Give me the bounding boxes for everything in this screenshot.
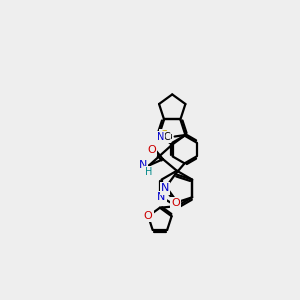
- Text: O: O: [147, 145, 156, 155]
- Text: H: H: [145, 167, 152, 176]
- Text: O: O: [171, 198, 180, 208]
- Text: C: C: [164, 131, 170, 142]
- Text: N: N: [139, 160, 147, 170]
- Text: N: N: [157, 192, 166, 202]
- Text: O: O: [144, 211, 153, 221]
- Text: N: N: [161, 184, 169, 194]
- Text: S: S: [160, 130, 167, 140]
- Text: N: N: [157, 131, 164, 142]
